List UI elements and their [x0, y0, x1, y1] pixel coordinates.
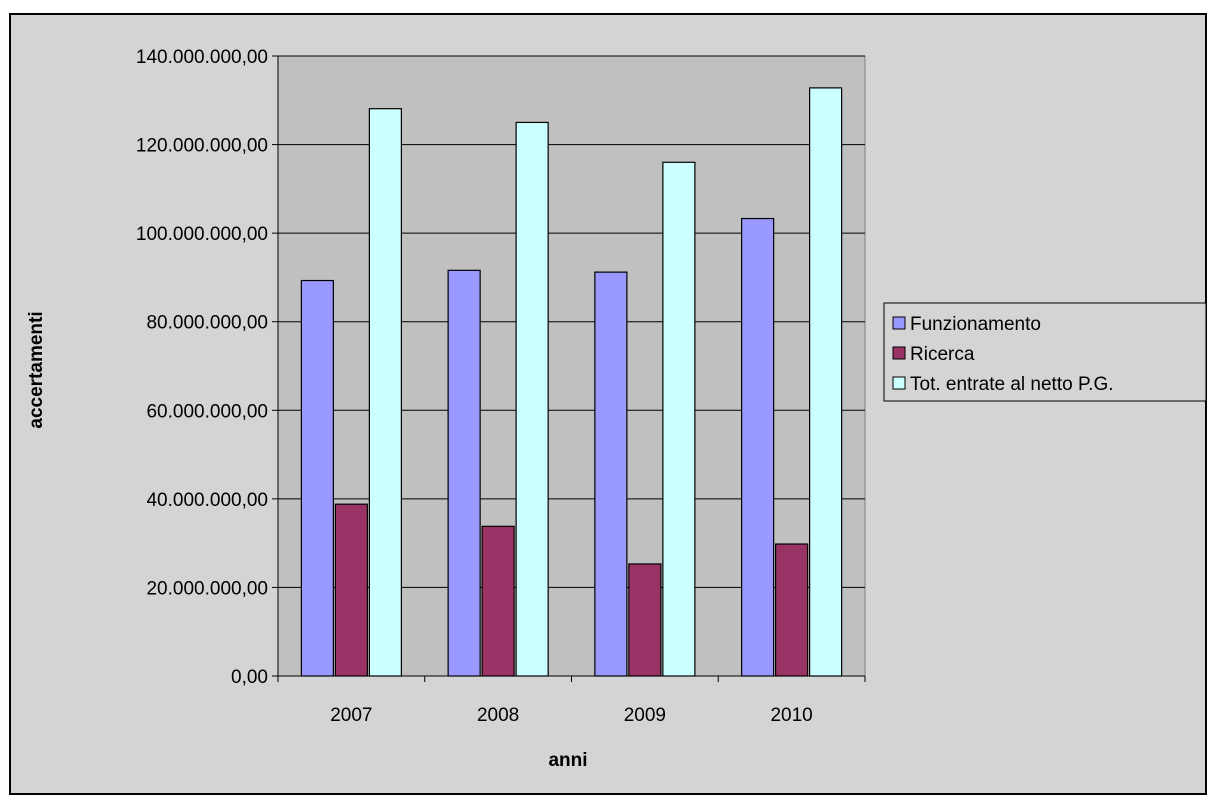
y-tick-label: 40.000.000,00: [146, 490, 268, 511]
bar-ricerca-2010: [775, 543, 809, 677]
x-tick-label: 2007: [330, 705, 372, 726]
bar-ricerca-2009: [628, 563, 662, 677]
y-axis-title: accertamenti: [26, 311, 47, 428]
bar-funzionamento-2010: [741, 217, 775, 677]
bar-funzionamento-2007: [300, 279, 334, 677]
y-tick-label: 60.000.000,00: [146, 401, 268, 422]
x-tick-label: 2010: [770, 705, 812, 726]
legend-swatch-tot_entrate: [892, 376, 906, 390]
legend-label-ricerca: Ricerca: [910, 344, 975, 365]
x-axis-title: anni: [548, 750, 587, 771]
bar-tot_entrate-2010: [809, 87, 843, 677]
bar-ricerca-2008: [481, 525, 515, 677]
legend: Funzionamento Ricerca Tot. entrate al nett…: [883, 302, 1207, 402]
bar-funzionamento-2008: [447, 269, 481, 677]
bar-funzionamento-2009: [594, 271, 628, 677]
x-tick-label: 2008: [477, 705, 519, 726]
y-tick-label: 120.000.000,00: [136, 136, 268, 157]
y-tick-label: 0,00: [231, 667, 268, 688]
x-tick-label: 2009: [624, 705, 666, 726]
legend-swatch-funzionamento: [892, 316, 906, 330]
y-tick-label: 100.000.000,00: [136, 224, 268, 245]
y-tick-label: 80.000.000,00: [146, 313, 268, 334]
legend-label-tot_entrate: Tot. entrate al netto P.G.: [910, 374, 1114, 395]
bar-tot_entrate-2009: [662, 161, 696, 677]
bar-tot_entrate-2007: [368, 108, 402, 677]
y-tick-label: 140.000.000,00: [136, 47, 268, 68]
y-tick-label: 20.000.000,00: [146, 578, 268, 599]
bar-ricerca-2007: [334, 503, 368, 677]
legend-box: [883, 302, 1207, 402]
legend-swatch-ricerca: [892, 346, 906, 360]
bar-tot_entrate-2008: [515, 121, 549, 677]
legend-label-funzionamento: Funzionamento: [910, 314, 1041, 335]
